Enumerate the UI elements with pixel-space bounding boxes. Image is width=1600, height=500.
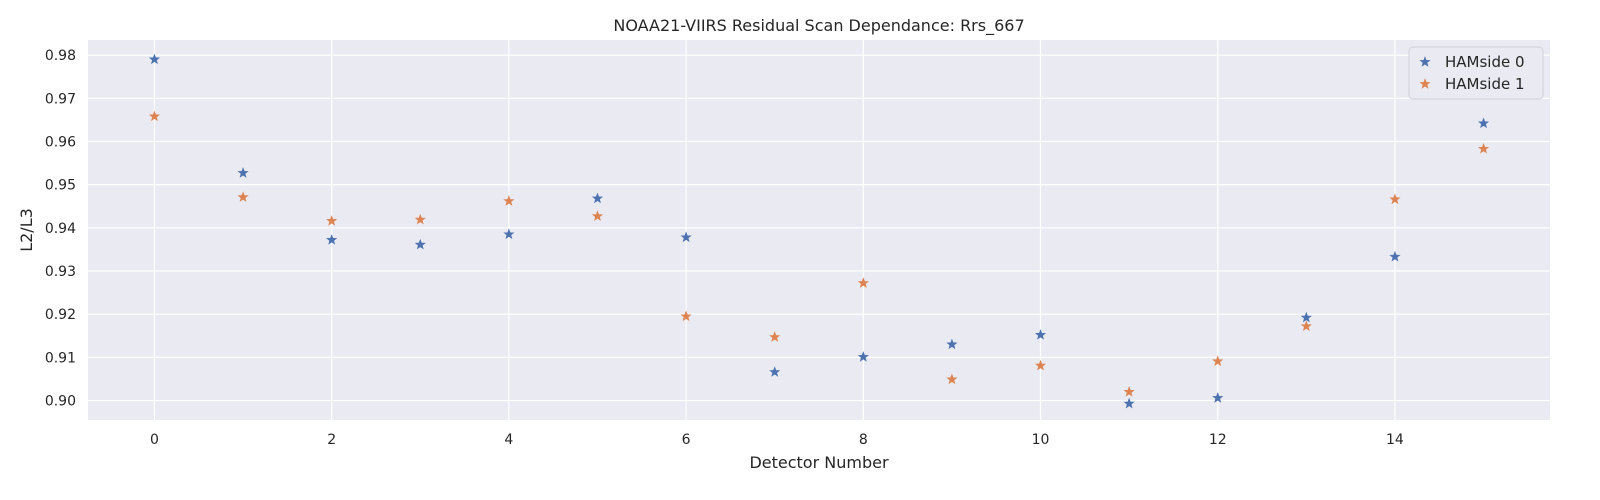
data-point — [148, 110, 161, 122]
x-tick-label: 14 — [1386, 432, 1404, 448]
data-point — [1477, 117, 1490, 129]
data-point — [857, 351, 869, 362]
chart-title: NOAA21-VIIRS Residual Scan Dependance: R… — [613, 16, 1024, 36]
x-tick-label: 12 — [1209, 432, 1227, 448]
data-point — [1034, 329, 1047, 340]
data-point — [414, 238, 426, 250]
data-point — [591, 192, 604, 204]
y-axis-ticks: 0.90 0.91 0.92 0.93 0.94 0.95 0.96 0.97 0.98 — [45, 48, 76, 409]
data-points — [148, 53, 1490, 409]
grid-lines — [88, 40, 1550, 420]
data-point — [1300, 311, 1312, 323]
legend-marker — [1419, 56, 1431, 67]
data-point — [503, 228, 515, 240]
x-tick-label: 4 — [504, 432, 513, 448]
legend-label: HAMside 1 — [1445, 75, 1525, 93]
y-tick-label: 0.90 — [45, 394, 76, 410]
data-point — [148, 53, 161, 65]
data-point — [946, 373, 958, 385]
plot-area — [88, 40, 1550, 420]
data-point — [591, 210, 604, 221]
x-axis-ticks: 0 2 4 6 8 10 12 14 — [150, 432, 1404, 448]
data-point — [769, 331, 781, 342]
x-tick-label: 6 — [682, 432, 691, 448]
data-point — [1212, 392, 1224, 403]
data-point — [769, 366, 781, 377]
x-axis-label: Detector Number — [749, 453, 889, 472]
data-point — [503, 195, 515, 206]
data-point — [237, 191, 249, 202]
x-tick-label: 8 — [859, 432, 868, 448]
series-1 — [148, 110, 1490, 397]
data-point — [1389, 193, 1401, 205]
data-point — [326, 234, 338, 245]
data-point — [414, 213, 426, 225]
data-point — [857, 277, 869, 288]
data-point — [680, 310, 692, 322]
legend-label: HAMside 0 — [1445, 53, 1525, 71]
data-point — [1034, 359, 1047, 371]
legend-marker — [1419, 78, 1431, 89]
data-point — [1389, 250, 1401, 262]
data-point — [237, 167, 249, 178]
x-tick-label: 10 — [1032, 432, 1050, 448]
y-tick-label: 0.92 — [45, 307, 76, 323]
data-point — [680, 231, 692, 243]
data-point — [1300, 320, 1312, 332]
data-point — [946, 338, 958, 350]
y-tick-label: 0.95 — [45, 178, 76, 194]
series-0 — [148, 53, 1490, 409]
data-point — [1123, 386, 1135, 397]
y-tick-label: 0.97 — [45, 91, 76, 107]
data-point — [326, 215, 338, 226]
y-tick-label: 0.94 — [45, 221, 76, 237]
legend-box — [1408, 46, 1544, 100]
data-point — [1212, 355, 1224, 367]
y-tick-label: 0.91 — [45, 350, 76, 366]
x-tick-label: 2 — [327, 432, 336, 448]
legend: HAMside 0 HAMside 1 — [1408, 46, 1544, 100]
y-tick-label: 0.93 — [45, 264, 76, 280]
y-tick-label: 0.98 — [45, 48, 76, 64]
y-tick-label: 0.96 — [45, 134, 76, 150]
y-axis-label: L2/L3 — [17, 208, 36, 252]
data-point — [1477, 142, 1490, 154]
x-tick-label: 0 — [150, 432, 159, 448]
data-point — [1123, 397, 1135, 409]
